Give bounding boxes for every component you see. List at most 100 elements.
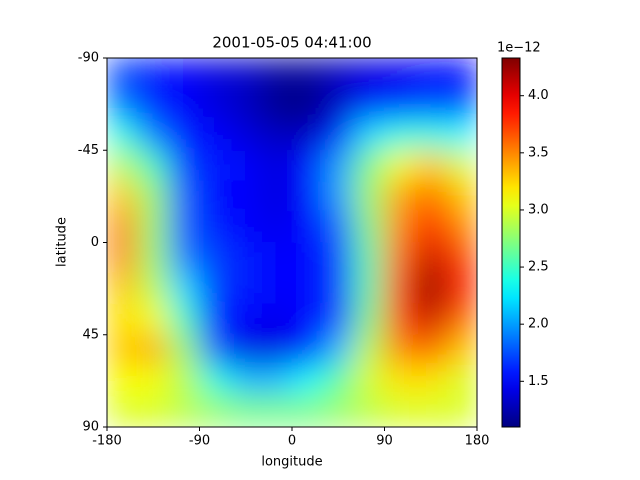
heatmap-cell <box>291 180 324 213</box>
heatmap-cell <box>353 58 385 90</box>
colorbar-tick-label: 4.0 <box>528 88 549 103</box>
heatmap-cell <box>414 58 447 90</box>
heatmap-cell <box>168 180 200 213</box>
heatmap-cell <box>229 334 262 366</box>
heatmap-cell <box>353 180 385 213</box>
heatmap-cell <box>229 242 262 274</box>
heatmap-cell <box>353 242 385 274</box>
heatmap-cell <box>445 303 477 336</box>
heatmap-cell <box>199 303 231 336</box>
heatmap-cell <box>168 149 200 182</box>
heatmap-cell <box>384 242 416 274</box>
heatmap-cell <box>168 334 200 366</box>
heatmap-cell <box>168 211 200 243</box>
heatmap-cell <box>229 395 262 427</box>
heatmap-cell <box>322 334 355 366</box>
colorbar-offset: 1e−12 <box>497 41 541 56</box>
y-tick-label: 0 <box>91 235 99 250</box>
heatmap-cell <box>414 149 447 182</box>
heatmap-cell <box>384 303 416 336</box>
heatmap-cell <box>137 180 170 213</box>
heatmap-cell <box>414 395 447 427</box>
colorbar-tick-label: 1.5 <box>528 374 549 389</box>
heatmap-cell <box>322 180 355 213</box>
heatmap-cell <box>322 395 355 427</box>
heatmap-cell <box>322 303 355 336</box>
heatmap-cell <box>384 180 416 213</box>
heatmap-cell <box>322 211 355 243</box>
heatmap-cell <box>137 88 170 120</box>
heatmap-cell <box>107 149 139 182</box>
heatmap-cell <box>168 119 200 151</box>
heatmap-cell <box>322 119 355 151</box>
heatmap-cell <box>445 211 477 243</box>
heatmap-cell <box>291 365 324 397</box>
heatmap-cell <box>291 334 324 366</box>
heatmap-cell <box>107 365 139 397</box>
heatmap-cell <box>199 180 231 213</box>
heatmap-cell <box>384 119 416 151</box>
heatmap-cell <box>445 242 477 274</box>
heatmap-cell <box>260 58 293 90</box>
heatmap-cell <box>168 242 200 274</box>
heatmap-cell <box>414 334 447 366</box>
heatmap-cell <box>137 58 170 90</box>
heatmap-cell <box>137 149 170 182</box>
heatmap-cell <box>229 88 262 120</box>
heatmap-cell <box>260 334 293 366</box>
y-tick-label: -45 <box>78 143 99 158</box>
heatmap-cell <box>414 303 447 336</box>
heatmap-cell <box>229 365 262 397</box>
heatmap-cell <box>107 395 139 427</box>
heatmap-cell <box>229 211 262 243</box>
heatmap-cell <box>107 334 139 366</box>
heatmap-cell <box>107 303 139 336</box>
heatmap-cell <box>384 149 416 182</box>
heatmap-cell <box>199 334 231 366</box>
heatmap-cell <box>107 119 139 151</box>
heatmap-cell <box>353 149 385 182</box>
heatmap-cell <box>137 119 170 151</box>
heatmap-cell <box>322 365 355 397</box>
heatmap-cell <box>260 242 293 274</box>
heatmap-cell <box>445 149 477 182</box>
heatmap-cell <box>199 88 231 120</box>
heatmap-cell <box>445 365 477 397</box>
heatmap-cell <box>291 303 324 336</box>
heatmap-cell <box>199 149 231 182</box>
heatmap-cell <box>168 58 200 90</box>
heatmap-cell <box>291 58 324 90</box>
heatmap-cell <box>291 119 324 151</box>
heatmap-cell <box>384 395 416 427</box>
y-tick-label: -90 <box>78 51 99 66</box>
heatmap-cell <box>445 395 477 427</box>
heatmap-cell <box>322 149 355 182</box>
heatmap-cell <box>353 119 385 151</box>
heatmap-cell <box>384 211 416 243</box>
heatmap-cell <box>353 211 385 243</box>
heatmap-cell <box>414 211 447 243</box>
heatmap-cell <box>229 58 262 90</box>
heatmap-cell <box>445 334 477 366</box>
x-tick-label: -90 <box>189 434 210 449</box>
heatmap-cell <box>168 365 200 397</box>
axes: -180 -90 0 90 180 -90 -45 0 45 90 1.5 2.0 2.5 3.0 3.5 4… <box>78 51 549 449</box>
heatmap-cell <box>384 365 416 397</box>
x-tick-label: 180 <box>465 434 490 449</box>
heatmap-cell <box>291 242 324 274</box>
heatmap-cell <box>260 272 293 305</box>
heatmap-cell <box>199 272 231 305</box>
heatmap-cell <box>137 303 170 336</box>
heatmap-cell <box>353 365 385 397</box>
x-tick-label: 0 <box>288 434 296 449</box>
heatmap-cell <box>414 365 447 397</box>
heatmap-cell <box>291 395 324 427</box>
heatmap-cell <box>414 119 447 151</box>
heatmap-cell <box>322 88 355 120</box>
heatmap-cell <box>291 272 324 305</box>
heatmap-cell <box>168 303 200 336</box>
heatmap-cell <box>445 58 477 90</box>
heatmap-cell <box>414 180 447 213</box>
heatmap-cell <box>137 334 170 366</box>
heatmap-cell <box>322 242 355 274</box>
